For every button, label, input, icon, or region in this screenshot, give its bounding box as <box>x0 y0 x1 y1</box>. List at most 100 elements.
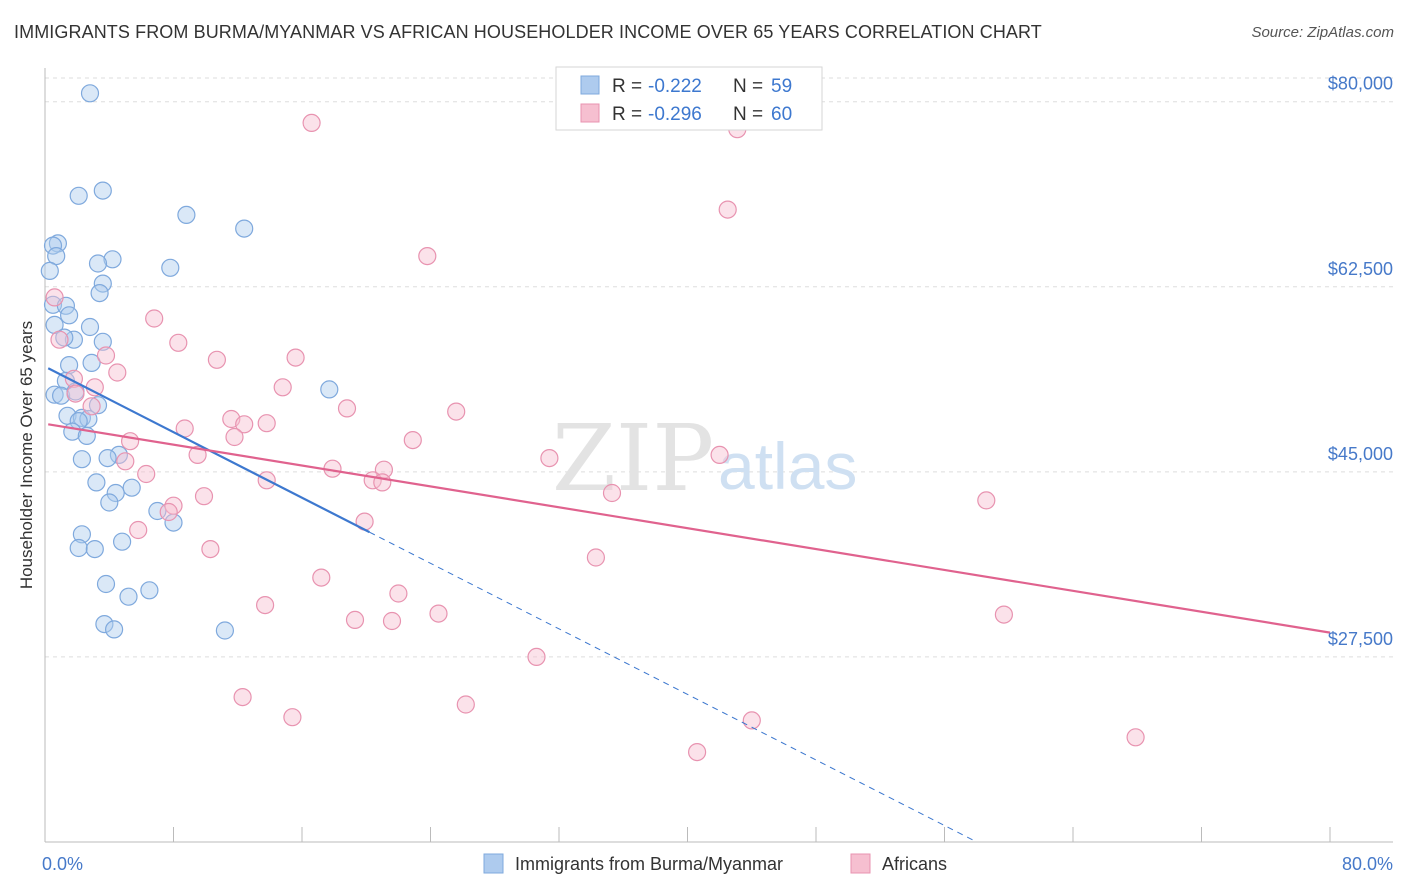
burma-point-46 <box>112 532 132 551</box>
burma-point-6 <box>43 236 63 255</box>
y-tick-label-3: $80,000 <box>1328 74 1393 94</box>
y-axis-label: Householder Income Over 65 years <box>17 321 36 589</box>
tick-labels: $27,500 $45,000 $62,500 $80,000 0.0% 80.0% <box>42 74 1393 874</box>
burma-point-53 <box>104 620 124 639</box>
burma-point-52 <box>95 614 114 634</box>
africans-point-11 <box>108 363 127 382</box>
africans-point-50 <box>345 610 365 630</box>
burma-point-2 <box>69 186 88 205</box>
burma-point-11 <box>40 261 59 280</box>
legend-top-n-label-pink: N = <box>733 104 763 125</box>
africans-point-26 <box>188 445 207 464</box>
burma-point-29 <box>88 396 108 415</box>
watermark: ZIP atlas <box>552 405 857 512</box>
africans-point-42 <box>129 520 148 540</box>
africans-point-4 <box>45 288 64 307</box>
africans-point-53 <box>233 687 252 707</box>
burma-point-48 <box>85 539 104 559</box>
africans-point-9 <box>207 350 226 369</box>
burma-point-38 <box>72 450 92 469</box>
africans-point-14 <box>273 378 292 397</box>
africans-point-10 <box>286 348 305 367</box>
legend-top-n-value-blue: 59 <box>771 76 792 97</box>
africans-point-6 <box>169 333 188 352</box>
africans-point-46 <box>389 584 408 603</box>
africans-point-8 <box>96 346 116 365</box>
africans-point-44 <box>586 548 606 567</box>
burma-point-41 <box>122 478 141 497</box>
burma-point-26 <box>45 385 64 404</box>
burma-point-0 <box>80 84 100 103</box>
burma-point-10 <box>161 258 180 277</box>
africans-point-32 <box>137 464 156 484</box>
africans-point-48 <box>429 604 448 623</box>
burma-point-13 <box>90 284 109 303</box>
africans-point-43 <box>201 539 220 559</box>
africans-point-58 <box>687 742 707 762</box>
legend-top-r-label-blue: R = <box>612 76 642 97</box>
data-points <box>40 84 1145 762</box>
africans-point-13 <box>85 378 104 397</box>
africans-point-2 <box>718 200 737 219</box>
africans-point-38 <box>977 491 996 510</box>
africans-point-16 <box>82 397 101 416</box>
burma-point-31 <box>72 408 92 427</box>
legend-top-box <box>555 66 823 131</box>
africans-point-20 <box>235 415 254 434</box>
africans-point-51 <box>382 611 402 631</box>
burma-point-1 <box>93 181 112 200</box>
africans-point-52 <box>527 647 546 667</box>
africans-point-7 <box>50 330 69 349</box>
burma-point-42 <box>100 493 119 512</box>
burma-point-50 <box>140 581 159 600</box>
y-tick-label-2: $62,500 <box>1328 259 1393 279</box>
africans-point-0 <box>302 113 321 133</box>
burma-point-9 <box>88 254 108 273</box>
burma-point-25 <box>320 380 339 399</box>
burma-point-54 <box>215 621 234 640</box>
burma-point-39 <box>87 473 106 492</box>
axes <box>44 68 1393 843</box>
burma-point-49 <box>96 574 116 594</box>
legend-top-r-value-pink: -0.296 <box>648 104 702 125</box>
legend-bottom-swatch-pink <box>850 853 871 874</box>
burma-point-37 <box>98 449 117 468</box>
africans-point-24 <box>403 431 422 450</box>
legend-top: R = -0.222 N = 59 R = -0.296 N = 60 <box>555 66 823 131</box>
legend-top-n-value-pink: 60 <box>771 104 792 125</box>
burma-point-14 <box>43 295 63 314</box>
africans-point-40 <box>159 502 178 522</box>
burma-point-27 <box>51 386 71 405</box>
legend-top-r-value-blue: -0.222 <box>648 76 702 97</box>
africans-point-55 <box>283 708 302 727</box>
africans-point-36 <box>602 483 622 503</box>
africans-point-5 <box>145 309 164 328</box>
burma-point-18 <box>80 317 100 337</box>
legend-top-swatch-pink <box>580 103 600 123</box>
africans-point-35 <box>373 473 392 492</box>
watermark-zip: ZIP <box>552 405 714 512</box>
y-tick-label-1: $45,000 <box>1328 444 1393 464</box>
africans-point-21 <box>257 414 276 433</box>
burma-trend-extension <box>369 531 977 843</box>
africans-point-17 <box>337 399 357 418</box>
watermark-atlas: atlas <box>718 429 857 503</box>
legend-bottom-swatch-blue <box>483 853 504 874</box>
africans-point-56 <box>742 711 761 730</box>
legend-top-n-label-blue: N = <box>733 76 763 97</box>
africans-point-23 <box>225 427 244 447</box>
legend-top-r-label-pink: R = <box>612 104 642 125</box>
burma-point-40 <box>106 483 125 503</box>
burma-point-12 <box>93 274 112 293</box>
africans-point-25 <box>121 432 140 451</box>
africans-point-27 <box>710 445 729 464</box>
africans-point-18 <box>447 402 466 421</box>
africans-point-3 <box>418 247 437 266</box>
africans-point-45 <box>312 568 331 587</box>
burma-point-3 <box>177 205 196 224</box>
source-label: Source: ZipAtlas.com <box>1251 24 1394 41</box>
africans-trend-line <box>48 423 1331 634</box>
x-tick-label-1: 80.0% <box>1342 854 1393 874</box>
africans-point-47 <box>256 595 275 615</box>
